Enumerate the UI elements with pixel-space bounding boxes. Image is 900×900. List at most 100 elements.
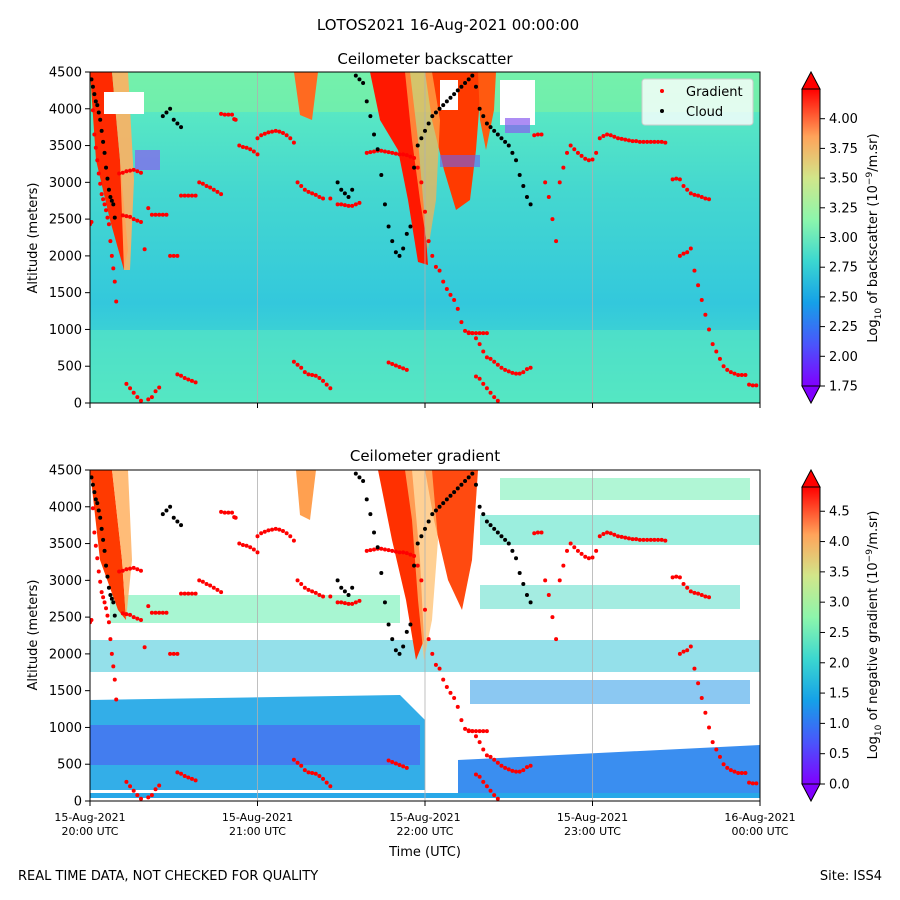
cloud-point: [350, 187, 355, 192]
y-tick-label: 500: [57, 360, 82, 375]
gradient-plume-center-2: [425, 470, 478, 610]
gradient-point: [401, 366, 406, 371]
cloud-point: [164, 110, 169, 115]
gradient-point: [473, 772, 478, 777]
gradient-point: [277, 527, 282, 532]
gradient-point: [543, 180, 548, 185]
gradient-point: [189, 591, 194, 596]
gradient-point: [208, 583, 213, 588]
cloud-point: [444, 99, 449, 104]
gradient-point: [135, 395, 140, 400]
cloud-point: [98, 117, 103, 122]
gradient-point: [663, 140, 668, 145]
cloud-point: [412, 563, 417, 568]
gradient-point: [557, 180, 562, 185]
gradient-point: [179, 771, 184, 776]
gradient-point: [524, 367, 529, 372]
cloud-point: [452, 490, 457, 495]
gradient-point: [484, 331, 489, 336]
gradient-point: [535, 530, 540, 535]
gradient-point: [590, 555, 595, 560]
gradient-point: [109, 651, 114, 656]
cloud-point: [524, 195, 529, 200]
gradient-point: [135, 616, 140, 621]
gradient-point: [699, 195, 704, 200]
cloud-point: [175, 121, 180, 126]
gradient-point: [652, 139, 657, 144]
gradient-point: [466, 729, 471, 734]
gradient-point: [419, 180, 424, 185]
gradient-point: [747, 382, 752, 387]
gradient-point: [743, 373, 748, 378]
gradient-point: [117, 569, 122, 574]
backscatter-title: Ceilometer backscatter: [337, 50, 513, 68]
cloud-point: [353, 471, 358, 476]
gradient-point: [193, 380, 198, 385]
cloud-point: [492, 526, 497, 531]
cloud-point: [393, 250, 398, 255]
gradient-point: [601, 531, 606, 536]
gradient-point: [175, 372, 180, 377]
cloud-point: [99, 526, 104, 531]
gradient-point: [328, 386, 333, 391]
gradient-point: [299, 184, 304, 189]
gradient-point: [626, 138, 631, 143]
gradient-point: [750, 383, 755, 388]
colorbar-tick-label: 1.75: [829, 380, 858, 395]
gradient-point: [608, 133, 613, 138]
gradient-point: [291, 538, 296, 543]
backscatter-gap-3: [440, 80, 458, 110]
gradient-point: [219, 192, 224, 197]
gradient-point: [328, 784, 333, 789]
cloud-point: [111, 600, 116, 605]
cloud-point: [92, 490, 97, 495]
gradient-point: [204, 184, 209, 189]
gradient-point: [339, 600, 344, 605]
gradient-point: [317, 195, 322, 200]
cloud-point: [339, 187, 344, 192]
gradient-point: [565, 150, 570, 155]
cloud-point: [514, 556, 519, 561]
gradient-point: [459, 718, 464, 723]
gradient-point: [452, 298, 457, 303]
gradient-plume-left: [90, 470, 126, 620]
gradient-point: [382, 149, 387, 154]
gradient-point: [630, 537, 635, 542]
gradient-point: [423, 209, 427, 214]
cloud-point: [448, 493, 453, 498]
gradient-point: [114, 299, 119, 304]
gradient-point: [473, 374, 478, 379]
cloud-point: [404, 629, 409, 634]
gradient-point: [131, 565, 136, 570]
cloud-point: [96, 110, 101, 115]
gradient-point: [386, 758, 391, 763]
gradient-point: [579, 551, 584, 556]
gradient-point: [379, 148, 384, 153]
cloud-point: [379, 570, 384, 575]
gradient-point: [503, 367, 508, 372]
gradient-point: [142, 645, 147, 650]
gradient-point: [149, 395, 154, 400]
gradient-point: [714, 747, 719, 752]
x-tick-label-time: 21:00 UTC: [229, 825, 286, 838]
gradient-point: [594, 150, 599, 155]
gradient-point: [546, 195, 551, 200]
cloud-point: [112, 613, 117, 618]
gradient-point: [674, 176, 679, 181]
gradient-point: [90, 618, 94, 623]
cloud-point: [95, 103, 100, 108]
backscatter-plume-center-4: [478, 72, 496, 150]
cloud-point: [408, 224, 413, 229]
gradient-point: [455, 704, 460, 709]
gradient-point: [681, 582, 686, 587]
y-tick-label: 1500: [49, 286, 82, 301]
cloud-point: [488, 523, 493, 528]
gradient-point: [372, 149, 377, 154]
gradient-point: [328, 196, 333, 201]
gradient-point: [473, 734, 478, 739]
x-tick-label-date: 15-Aug-2021: [222, 811, 293, 824]
x-tick-label-time: 00:00 UTC: [731, 825, 788, 838]
cloud-point: [528, 600, 533, 605]
gradient-point: [284, 531, 289, 536]
gradient-point: [510, 768, 515, 773]
